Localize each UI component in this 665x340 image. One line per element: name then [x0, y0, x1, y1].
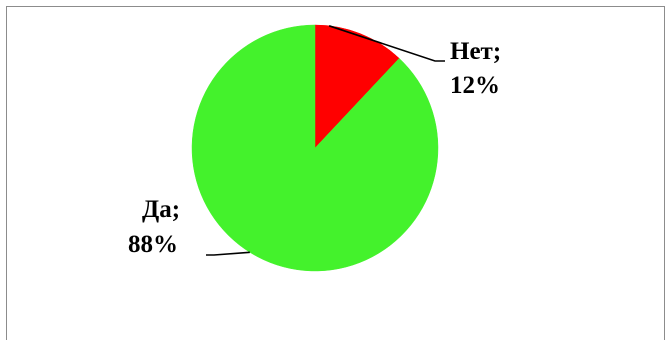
- pie-slice-da: [191, 24, 439, 272]
- leader-lines: [206, 25, 445, 256]
- leader-line-da: [206, 251, 250, 256]
- pie-slices: [191, 24, 439, 272]
- slice-label-net: Нет; 12%: [450, 38, 507, 99]
- leader-line-net: [328, 25, 445, 62]
- pie-slice-net: [314, 24, 400, 149]
- slice-label-da: Да; 88%: [128, 196, 186, 258]
